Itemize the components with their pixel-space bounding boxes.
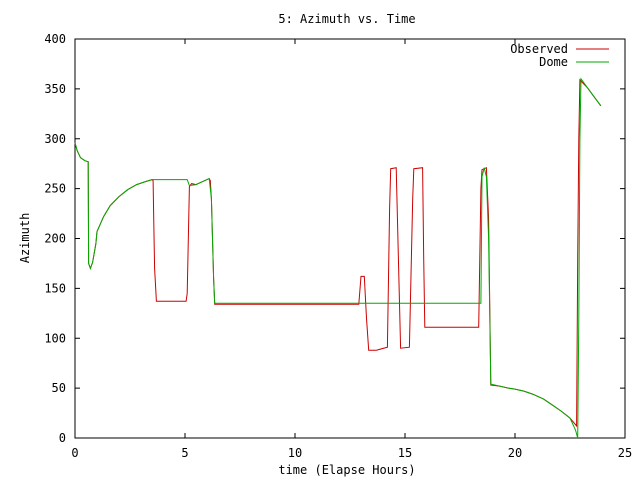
legend-label-dome: Dome: [539, 55, 568, 69]
series-line-dome: [74, 77, 602, 439]
y-tick-label: 300: [44, 132, 66, 146]
x-tick-label: 25: [618, 446, 632, 460]
series-layer: [74, 77, 602, 439]
y-tick-label: 50: [52, 381, 66, 395]
legend-label-observed: Observed: [510, 42, 568, 56]
y-tick-label: 100: [44, 331, 66, 345]
y-axis-label: Azimuth: [18, 213, 32, 264]
y-tick-label: 400: [44, 32, 66, 46]
y-tick-label: 150: [44, 281, 66, 295]
y-tick-label: 250: [44, 182, 66, 196]
y-tick-label: 0: [59, 431, 66, 445]
x-tick-label: 10: [288, 446, 302, 460]
y-axis: 0 50 100 150 200 250 300 350 400: [44, 32, 625, 445]
y-tick-label: 200: [44, 232, 66, 246]
x-axis: 0 5 10 15 20 25: [71, 39, 632, 460]
x-tick-label: 0: [71, 446, 78, 460]
x-tick-label: 20: [508, 446, 522, 460]
y-tick-label: 350: [44, 82, 66, 96]
x-tick-label: 5: [181, 446, 188, 460]
chart-title: 5: Azimuth vs. Time: [278, 12, 415, 26]
x-axis-label: time (Elapse Hours): [278, 463, 415, 477]
x-tick-label: 15: [398, 446, 412, 460]
